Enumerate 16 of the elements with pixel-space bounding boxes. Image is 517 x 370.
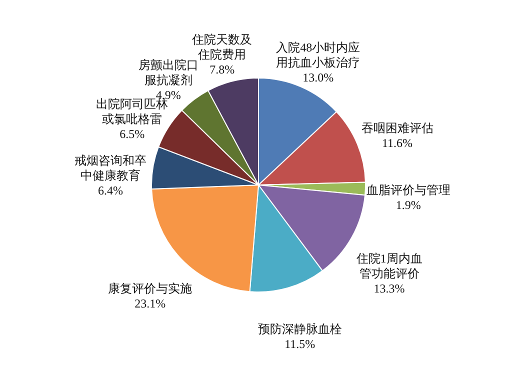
slice-label: 入院48小时内应用抗血小板治疗 <box>276 40 360 70</box>
slice-label: 预防深静脉血栓 <box>258 322 342 336</box>
slice-label: 住院1周内血管功能评价 <box>355 252 422 280</box>
slice-label: 吞咽困难评估 <box>361 121 434 136</box>
data-label: 13.0% <box>302 70 334 84</box>
slice-label: 康复评价与实施 <box>108 282 192 296</box>
data-label: 11.5% <box>284 337 316 352</box>
slice-label: 戒烟咨询和卒中健康教育 <box>74 154 146 183</box>
data-label: 6.5% <box>120 127 145 142</box>
slice-label: 血脂评价与管理 <box>366 183 450 198</box>
data-label: 11.6% <box>382 136 413 150</box>
data-label: 23.1% <box>134 296 166 311</box>
data-label: 13.3% <box>374 282 405 296</box>
data-label: 6.4% <box>98 184 123 198</box>
data-label: 7.8% <box>210 62 235 76</box>
data-label: 1.9% <box>396 198 421 212</box>
